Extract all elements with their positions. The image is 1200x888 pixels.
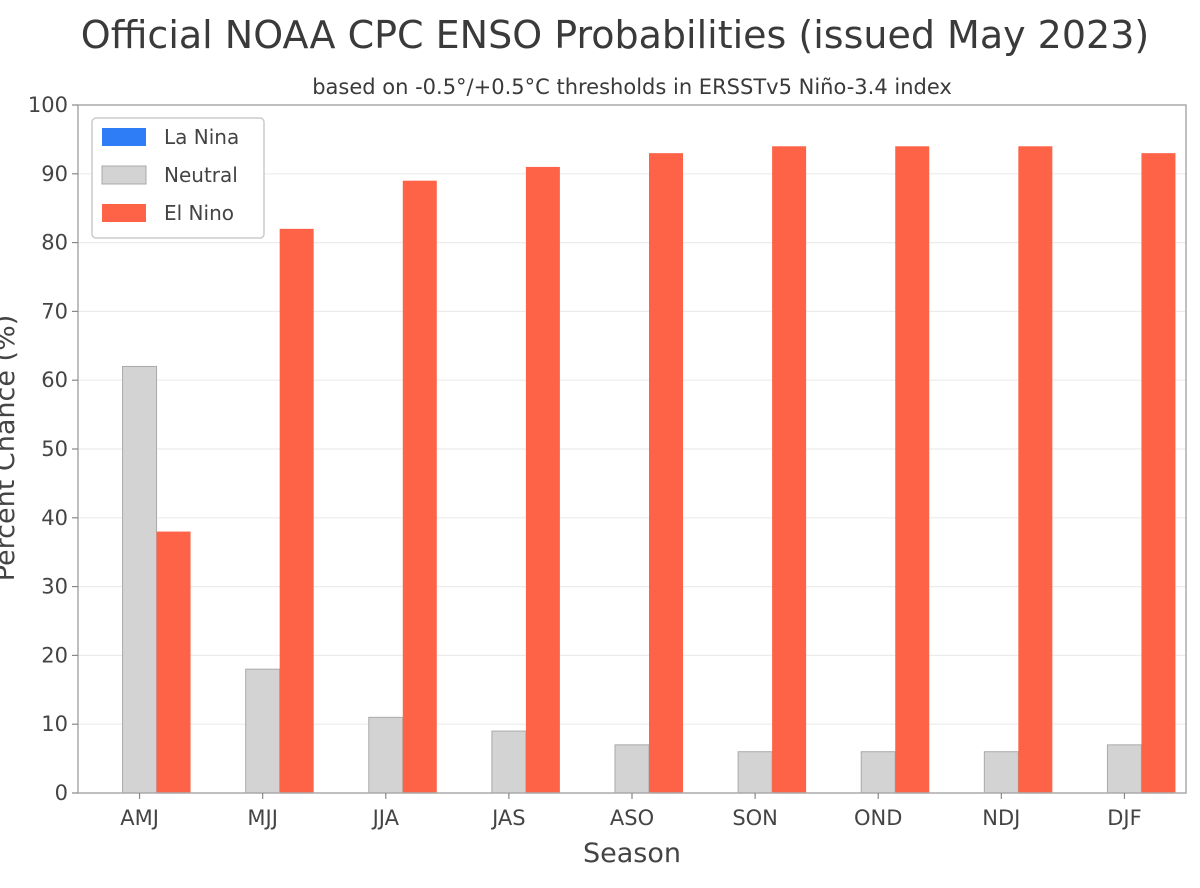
x-tick-label: SON xyxy=(732,806,778,830)
y-tick-label: 50 xyxy=(41,437,68,461)
x-tick-label: JAS xyxy=(490,806,526,830)
bar-neutral-ond xyxy=(860,751,896,794)
bar-el-nino-jas xyxy=(525,166,560,794)
x-tick-label: AMJ xyxy=(120,806,159,830)
x-tick-label: JJA xyxy=(371,806,400,830)
bar-neutral-son xyxy=(737,751,773,794)
bar-neutral-aso xyxy=(614,744,650,794)
chart-subtitle: based on -0.5°/+0.5°C thresholds in ERSS… xyxy=(312,75,952,99)
y-tick-label: 30 xyxy=(41,575,68,599)
legend-swatch xyxy=(102,204,146,222)
x-axis-label: Season xyxy=(583,838,681,869)
bar-neutral-jja xyxy=(368,716,404,794)
chart-title: Official NOAA CPC ENSO Probabilities (is… xyxy=(81,13,1149,57)
y-tick-label: 40 xyxy=(41,506,68,530)
legend: La Nina Neutral El Nino xyxy=(91,117,265,239)
y-tick-label: 80 xyxy=(41,231,68,255)
bar-neutral-djf xyxy=(1106,744,1142,794)
y-tick-label: 70 xyxy=(41,299,68,323)
legend-label: La Nina xyxy=(164,125,239,149)
y-axis-label: Percent Chance (%) xyxy=(0,315,21,582)
legend-label: Neutral xyxy=(164,163,238,187)
bar-el-nino-ond xyxy=(895,146,930,793)
bar-el-nino-amj xyxy=(156,531,191,793)
bar-el-nino-djf xyxy=(1141,153,1176,793)
bar-el-nino-jja xyxy=(402,180,437,793)
legend-label: El Nino xyxy=(164,201,234,225)
y-tick-label: 100 xyxy=(28,93,68,117)
bar-el-nino-mjj xyxy=(279,228,314,794)
x-tick-label: OND xyxy=(854,806,902,830)
legend-swatch xyxy=(102,128,146,146)
bars xyxy=(122,146,1176,794)
bar-neutral-jas xyxy=(491,730,527,794)
x-tick-label: ASO xyxy=(610,806,654,830)
bar-neutral-ndj xyxy=(983,751,1019,794)
x-axis-ticks: AMJ MJJ JJA JAS ASO SON OND NDJ DJF xyxy=(120,793,1142,830)
y-tick-label: 20 xyxy=(41,643,68,667)
x-tick-label: MJJ xyxy=(247,806,278,830)
x-tick-label: DJF xyxy=(1107,806,1141,830)
y-tick-label: 10 xyxy=(41,712,68,736)
bar-el-nino-aso xyxy=(649,153,683,793)
x-tick-label: NDJ xyxy=(982,806,1020,830)
bar-neutral-mjj xyxy=(245,668,281,794)
y-axis-ticks: 0 10 20 30 40 50 60 70 80 90 100 xyxy=(28,93,78,805)
y-tick-label: 60 xyxy=(41,368,68,392)
gridlines xyxy=(78,173,1186,725)
bar-neutral-amj xyxy=(122,365,158,794)
y-tick-label: 0 xyxy=(55,781,68,805)
bar-el-nino-son xyxy=(772,146,807,793)
legend-swatch xyxy=(101,165,147,185)
y-tick-label: 90 xyxy=(41,162,68,186)
bar-el-nino-ndj xyxy=(1018,146,1053,793)
